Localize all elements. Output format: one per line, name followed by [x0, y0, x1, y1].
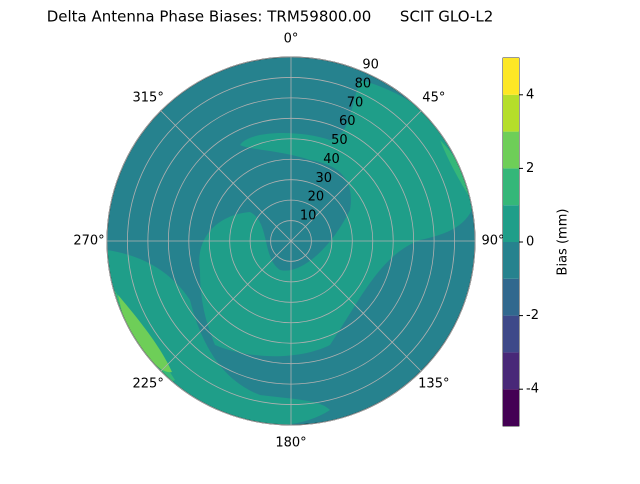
- colorbar-band: [503, 315, 519, 353]
- contour-region: [118, 295, 172, 373]
- grid-spoke: [290, 110, 422, 242]
- axes: [106, 56, 476, 426]
- r-tick-label: 80: [355, 76, 372, 91]
- theta-tick-label: 135°: [418, 376, 449, 391]
- r-tick-label: 90: [362, 58, 379, 73]
- r-tick-label: 20: [308, 190, 325, 205]
- r-tick-label: 30: [315, 171, 332, 186]
- colorbar-tick-label: 0: [526, 235, 534, 250]
- theta-tick-label: 90°: [481, 234, 504, 249]
- theta-tick-label: 45°: [422, 91, 445, 106]
- theta-tick-label: 315°: [133, 91, 164, 106]
- r-tick-label: 10: [300, 209, 317, 224]
- colorbar-band: [503, 389, 519, 426]
- colorbar-band: [503, 205, 519, 242]
- colorbar-label: Bias (mm): [556, 209, 571, 276]
- r-tick-label: 60: [339, 114, 356, 129]
- colorbar-band: [503, 94, 519, 132]
- colorbar-band: [503, 278, 519, 316]
- colorbar-band: [503, 58, 519, 95]
- grid-spoke: [290, 240, 422, 372]
- colorbar-band: [503, 352, 519, 390]
- theta-tick-label: 270°: [73, 234, 104, 249]
- colorbar-tick-label: 4: [526, 87, 534, 102]
- r-tick-label: 40: [323, 152, 340, 167]
- colorbar-tick-label: -2: [526, 308, 539, 323]
- theta-tick-label: 0°: [284, 32, 299, 47]
- grid-spoke: [160, 240, 292, 372]
- colorbar-tick-label: -4: [526, 382, 539, 397]
- colorbar-band: [503, 131, 519, 169]
- theta-tick-label: 225°: [133, 376, 164, 391]
- grid-spoke: [160, 110, 292, 242]
- chart-title: Delta Antenna Phase Biases: TRM59800.00 …: [47, 8, 494, 26]
- colorbar-tick-label: 2: [526, 161, 534, 176]
- contour-region: [199, 80, 475, 357]
- colorbar-band: [503, 242, 519, 279]
- theta-tick-label: 180°: [275, 436, 306, 451]
- r-tick-label: 50: [331, 133, 348, 148]
- r-tick-label: 70: [347, 95, 364, 110]
- colorbar-band: [503, 168, 519, 206]
